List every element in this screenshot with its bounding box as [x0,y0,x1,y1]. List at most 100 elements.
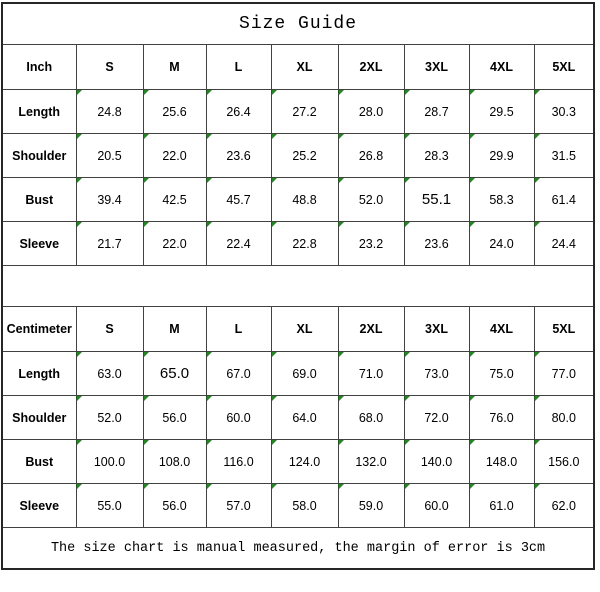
measurement-row: Shoulder 52.0 56.0 60.0 64.0 68.0 72.0 76.0 80.0 [1,395,595,440]
size-header-cell: XL [270,44,339,90]
size-header-cell: L [205,44,272,90]
cell-flag-icon [339,396,344,401]
measurement-row: Shoulder 20.5 22.0 23.6 25.2 26.8 28.3 29.9 31.5 [1,133,595,178]
cell-flag-icon [405,178,410,183]
cell-value: 55.1 [421,191,452,208]
cell-flag-icon [144,178,149,183]
measurement-value-cell: 58.0 [270,483,339,528]
cell-value: 68.0 [358,410,384,425]
cell-value: 22.0 [162,236,187,251]
cell-value: 77.0 [551,366,576,381]
measurement-value-cell: 100.0 [75,439,144,484]
cell-flag-icon [207,396,212,401]
measurement-value-cell: 20.5 [75,133,144,178]
measurement-value-cell: 55.0 [75,483,144,528]
cell-flag-icon [272,484,277,489]
measurement-row: Bust 100.0 108.0 116.0 124.0 132.0 140.0 148.0 1… [1,439,595,484]
cell-flag-icon [77,484,82,489]
measurement-value-cell: 55.1 [403,177,470,222]
measurement-value-cell: 63.0 [75,351,144,396]
cell-flag-icon [144,90,149,95]
measurement-value-cell: 22.0 [142,133,207,178]
cell-value: 61.0 [489,498,514,513]
cell-value: 100.0 [93,454,126,469]
measurement-value-cell: 25.2 [270,133,339,178]
size-header-cell: 4XL [468,44,535,90]
cell-flag-icon [470,396,475,401]
cell-flag-icon [272,134,277,139]
measurement-label-cell: Bust [1,177,77,222]
cell-flag-icon [77,440,82,445]
cell-value: 80.0 [551,410,576,425]
cell-flag-icon [144,484,149,489]
cell-flag-icon [207,440,212,445]
measurement-value-cell: 132.0 [337,439,405,484]
measurement-value-cell: 69.0 [270,351,339,396]
measurement-label-cell: Shoulder [1,395,77,440]
cell-value: 56.0 [162,498,187,513]
cell-flag-icon [470,178,475,183]
cell-value: 148.0 [485,454,518,469]
measurement-value-cell: 52.0 [337,177,405,222]
cell-flag-icon [272,396,277,401]
cell-flag-icon [207,352,212,357]
cell-value: 60.0 [424,498,449,513]
cell-flag-icon [470,352,475,357]
size-header-cell: 3XL [403,44,470,90]
measurement-value-cell: 72.0 [403,395,470,440]
cell-value: 156.0 [548,454,580,469]
measurement-label-cell: Bust [1,439,77,484]
centimeter-table-body: Centimeter S M L XL 2XL 3XL 4XL 5XL Length 63.0 65.… [1,306,595,528]
cell-value: 26.8 [358,148,384,163]
cell-value: 31.5 [551,148,576,163]
measurement-row: Length 63.0 65.0 67.0 69.0 71.0 73.0 75.0 77.0 [1,351,595,396]
cell-flag-icon [535,90,540,95]
cell-value: 24.8 [97,104,122,119]
measurement-value-cell: 60.0 [403,483,470,528]
cell-flag-icon [535,352,540,357]
measurement-value-cell: 57.0 [205,483,272,528]
measurement-value-cell: 24.0 [468,221,535,266]
cell-flag-icon [77,90,82,95]
cell-flag-icon [470,134,475,139]
cell-value: 58.3 [489,192,514,207]
cell-value: 75.0 [489,366,514,381]
cell-flag-icon [339,222,344,227]
cell-flag-icon [272,440,277,445]
measurement-value-cell: 23.6 [403,221,470,266]
size-header-cell: 4XL [468,306,535,352]
size-header-cell: XL [270,306,339,352]
cell-flag-icon [77,134,82,139]
cell-value: 24.4 [551,236,576,251]
cell-value: 26.4 [226,104,251,119]
measurement-label-cell: Length [1,351,77,396]
cell-flag-icon [470,484,475,489]
cell-flag-icon [405,222,410,227]
cell-flag-icon [144,222,149,227]
cell-flag-icon [272,90,277,95]
cell-value: 57.0 [226,498,251,513]
cell-flag-icon [405,440,410,445]
cell-flag-icon [535,222,540,227]
cell-flag-icon [339,484,344,489]
measurement-value-cell: 26.8 [337,133,405,178]
measurement-label-cell: Length [1,89,77,134]
size-header-cell: M [142,44,207,90]
cell-value: 28.0 [358,104,384,119]
cell-value: 140.0 [420,454,453,469]
measurement-value-cell: 52.0 [75,395,144,440]
measurement-value-cell: 56.0 [142,483,207,528]
cell-value: 69.0 [292,366,317,381]
cell-flag-icon [207,134,212,139]
cell-value: 65.0 [159,365,190,382]
measurement-value-cell: 76.0 [468,395,535,440]
footer-row: The size chart is manual measured, the m… [1,527,595,570]
measurement-value-cell: 31.5 [533,133,595,178]
size-header-cell: M [142,306,207,352]
cell-flag-icon [339,440,344,445]
size-header-cell: S [75,44,144,90]
measurement-value-cell: 71.0 [337,351,405,396]
title-row: Size Guide [1,2,595,45]
cell-value: 62.0 [551,498,576,513]
measurement-value-cell: 61.4 [533,177,595,222]
